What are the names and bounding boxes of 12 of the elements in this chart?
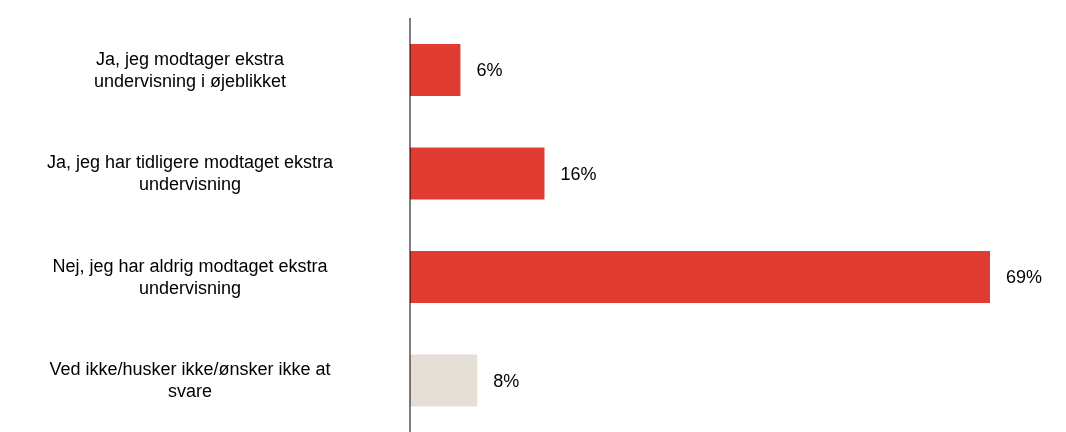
bar [410, 354, 478, 407]
bar [410, 147, 545, 200]
data-label: 16% [560, 163, 597, 184]
data-label: 8% [493, 370, 520, 391]
y-tick-label: Ja, jeg har tidligere modtaget ekstra undervisning [46, 152, 335, 195]
y-tick-label: Nej, jeg har aldrig modtaget ekstra undervisning [52, 255, 329, 298]
data-label: 69% [1006, 267, 1043, 288]
y-tick-label: Ved ikke/husker ikke/ønsker ikke at svare [49, 359, 331, 402]
bar [410, 251, 990, 303]
y-tick-label: Ja, jeg modtager ekstra undervisning i øjeblikket [93, 48, 287, 91]
data-label: 6% [476, 60, 503, 81]
bar [410, 44, 461, 96]
